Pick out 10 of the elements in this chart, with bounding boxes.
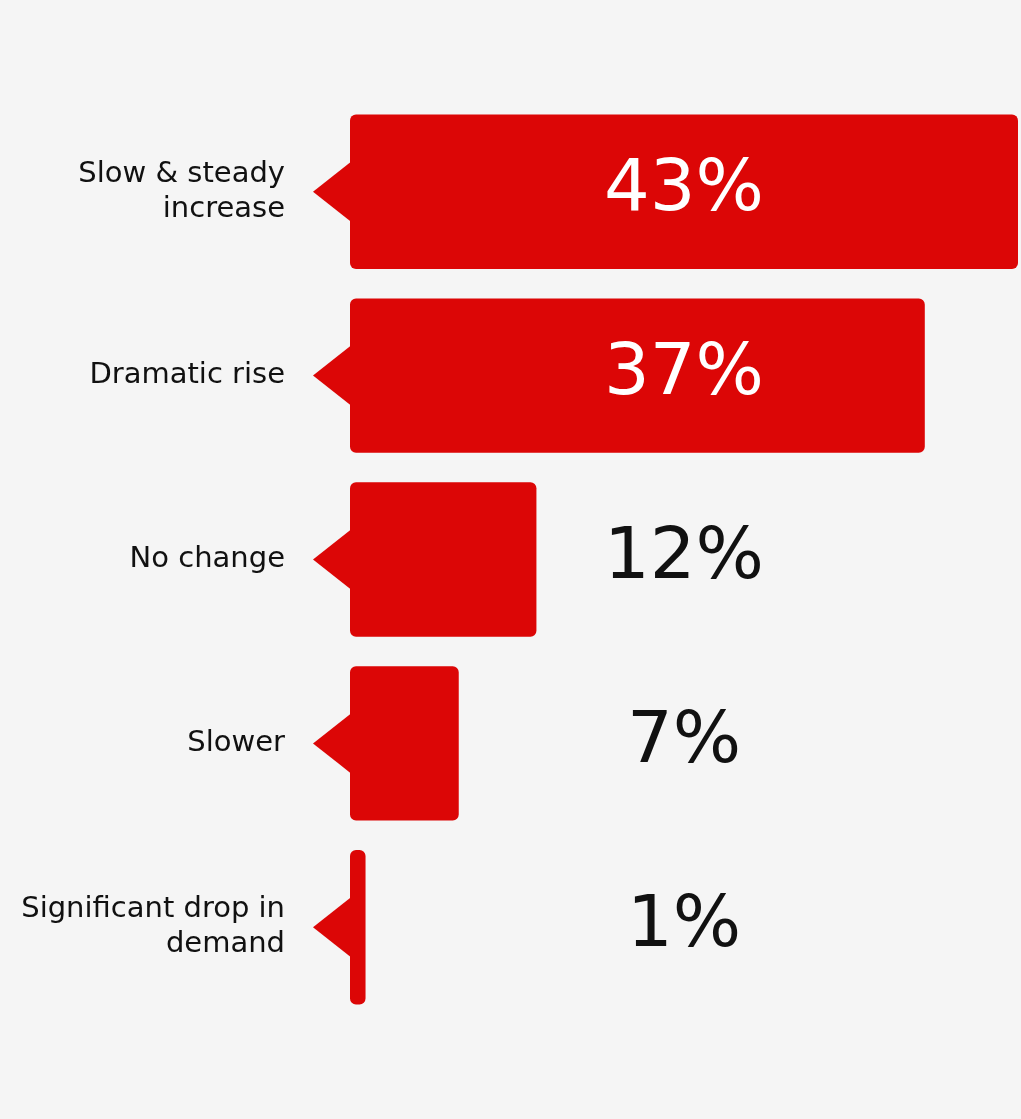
y-tick-label: Slower xyxy=(187,723,286,758)
data-label: 12% xyxy=(603,511,765,596)
data-label: 43% xyxy=(603,143,765,228)
data-label: 7% xyxy=(626,695,742,780)
data-label: 1% xyxy=(626,878,742,963)
y-tick-label: No change xyxy=(129,540,285,575)
y-tick-label: Significant drop in demand xyxy=(21,890,285,960)
y-tick-label: Slow & steady increase xyxy=(78,154,285,224)
y-tick-label: Dramatic rise xyxy=(89,356,285,391)
data-label: 37% xyxy=(603,327,765,412)
